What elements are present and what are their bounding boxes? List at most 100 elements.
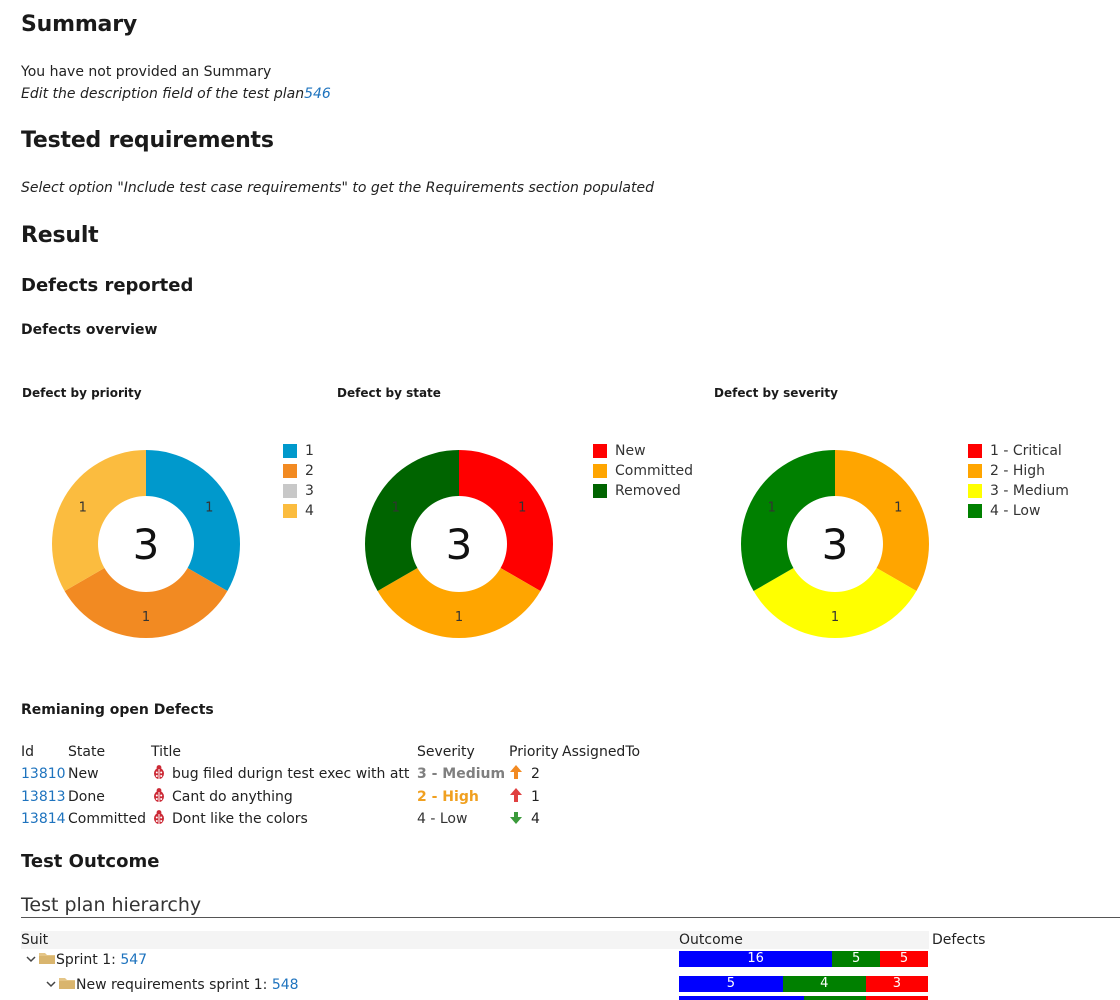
legend-item-2-high: 2 - High [968,461,1069,481]
priority-donut-chart: 1 1 1 3 [52,450,240,638]
test-outcome-heading: Test Outcome [21,851,160,872]
defect-priority: 1 [531,788,540,805]
chart-title-severity: Defect by severity [714,386,838,400]
col-header-priority: Priority [509,744,559,760]
outcome-bar-segment: 5 [880,951,928,967]
state-legend: New Committed Removed [593,441,693,501]
legend-swatch [968,484,982,498]
suite-row-label: Sprint 1: 547 [26,951,147,969]
summary-heading: Summary [21,12,137,37]
slice-value-label: 1 [894,501,902,516]
bug-icon [151,809,167,830]
test-plan-link[interactable]: 546 [304,86,331,102]
slice-removed [365,450,459,591]
suite-id-link[interactable]: 548 [271,977,299,993]
arrow-up-icon [509,787,523,810]
result-heading: Result [21,223,99,248]
severity-donut-chart: 1 1 1 3 [741,450,929,638]
chevron-down-icon[interactable] [26,951,36,967]
slice-value-label: 1 [79,501,87,516]
outcome-bar-segment [679,996,804,1000]
open-defects-heading: Remianing open Defects [21,702,214,718]
defect-id-link[interactable]: 13810 [21,766,66,782]
slice-1 [146,450,240,591]
folder-icon [38,951,56,969]
slice-2-high [835,450,929,591]
bug-icon [151,764,167,785]
slice-value-label: 1 [768,501,776,516]
slice-committed [377,568,541,638]
defect-title-cell: bug filed durign test exec with att [151,763,417,785]
legend-item-2: 2 [283,461,314,481]
outcome-bar-segment: 5 [832,951,881,967]
slice-value-label: 1 [455,610,463,625]
slice-value-label: 1 [142,610,150,625]
defect-priority-cell: 4 [509,808,540,830]
slice-2 [64,568,228,638]
summary-text: You have not provided an Summary [21,64,272,80]
slice-value-label: 1 [518,501,526,516]
legend-item-4: 4 [283,501,314,521]
requirements-note: Select option "Include test case require… [21,180,654,196]
col-header-assigned: AssignedTo [562,744,641,760]
arrow-up-icon [509,764,523,787]
defect-severity: 2 - High [417,788,479,805]
col-header-id: Id [21,744,35,760]
legend-swatch [283,484,297,498]
legend-swatch [593,464,607,478]
chart-title-state: Defect by state [337,386,441,400]
chevron-down-icon[interactable] [46,976,56,992]
legend-swatch [593,484,607,498]
suite-name: Sprint 1: [56,952,121,968]
legend-label: 3 [305,483,314,499]
donut-center-total: 3 [133,520,160,569]
defect-state: Done [68,788,105,805]
col-header-outcome: Outcome [679,932,743,948]
severity-legend: 1 - Critical 2 - High 3 - Medium 4 - Low [968,441,1069,521]
legend-item-3: 3 [283,481,314,501]
legend-swatch [283,444,297,458]
outcome-bar-segment [804,996,866,1000]
legend-label: 2 [305,463,314,479]
defect-priority-cell: 2 [509,763,540,785]
slice-value-label: 1 [831,610,839,625]
defect-priority: 2 [531,766,540,782]
legend-item-1-critical: 1 - Critical [968,441,1069,461]
legend-item-3-medium: 3 - Medium [968,481,1069,501]
suite-id-link[interactable]: 547 [120,952,148,968]
donut-center-total: 3 [446,520,473,569]
summary-hint: Edit the description field of the test p… [21,86,331,102]
defect-title: bug filed durign test exec with att [172,766,410,782]
col-header-severity: Severity [417,744,475,760]
slice-4-low [741,450,835,591]
defect-title-cell: Dont like the colors [151,808,417,830]
legend-label: 2 - High [990,463,1046,479]
suite-name: New requirements sprint 1: [76,977,272,993]
legend-swatch [968,444,982,458]
defect-title: Dont like the colors [172,811,308,827]
donut-center-total: 3 [822,520,849,569]
legend-item-4-low: 4 - Low [968,501,1069,521]
col-header-title: Title [151,744,182,760]
col-header-defects: Defects [932,932,986,948]
defect-severity: 3 - Medium [417,766,506,782]
legend-label: 1 - Critical [990,443,1062,459]
legend-item-committed: Committed [593,461,693,481]
legend-label: 4 [305,503,314,519]
legend-label: New [615,443,646,459]
legend-label: Committed [615,463,693,479]
legend-label: Removed [615,483,681,499]
defect-id-link[interactable]: 13814 [21,811,66,827]
defect-id-link[interactable]: 13813 [21,788,66,805]
slice-3-medium [753,568,917,638]
defect-state: Committed [68,811,146,827]
outcome-bar-segment: 5 [679,976,783,992]
legend-label: 4 - Low [990,503,1041,519]
col-header-suit: Suit [21,932,49,948]
legend-swatch [968,464,982,478]
legend-label: 3 - Medium [990,483,1069,499]
outcome-bar-segment: 16 [679,951,833,967]
defect-state: New [68,766,99,782]
defect-title-cell: Cant do anything [151,786,417,808]
chart-title-priority: Defect by priority [22,386,142,400]
